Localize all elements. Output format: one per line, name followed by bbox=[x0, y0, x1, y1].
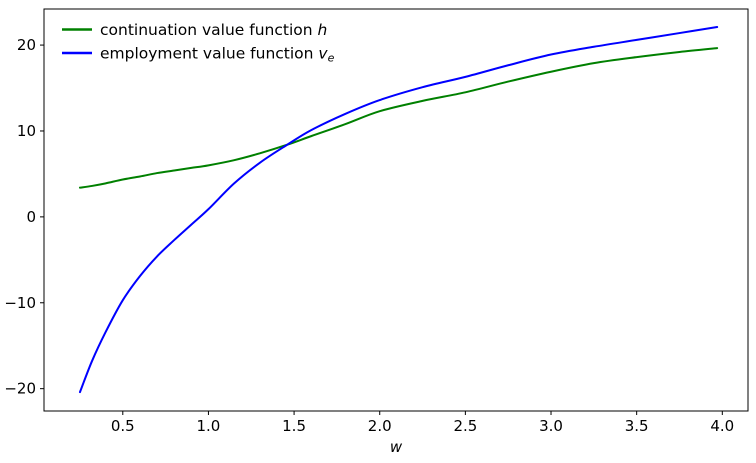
plot-area bbox=[44, 9, 748, 411]
legend-label-h: continuation value function h bbox=[100, 21, 327, 39]
y-axis-tick-label: −10 bbox=[4, 294, 36, 312]
x-axis-tick-label: 1.5 bbox=[282, 417, 306, 435]
x-axis-label: w bbox=[390, 438, 403, 456]
axes-spines bbox=[43, 8, 749, 412]
x-axis-tick-label: 0.5 bbox=[111, 417, 135, 435]
y-axis-tick-label: 10 bbox=[17, 122, 36, 140]
y-axis-tick-label: 20 bbox=[17, 36, 36, 54]
x-axis-tick-label: 3.0 bbox=[539, 417, 563, 435]
x-axis-tick-label: 4.0 bbox=[710, 417, 734, 435]
curve-employment-value-ve bbox=[78, 26, 719, 394]
legend-label-ve: employment value function ve bbox=[100, 45, 335, 65]
x-axis-tick-label: 1.0 bbox=[197, 417, 221, 435]
y-axis-tick-label: 0 bbox=[26, 208, 36, 226]
x-axis-tick-label: 3.5 bbox=[625, 417, 649, 435]
x-axis-tick-label: 2.0 bbox=[368, 417, 392, 435]
x-axis-tick-label: 2.5 bbox=[453, 417, 477, 435]
y-axis-tick-label: −20 bbox=[4, 380, 36, 398]
